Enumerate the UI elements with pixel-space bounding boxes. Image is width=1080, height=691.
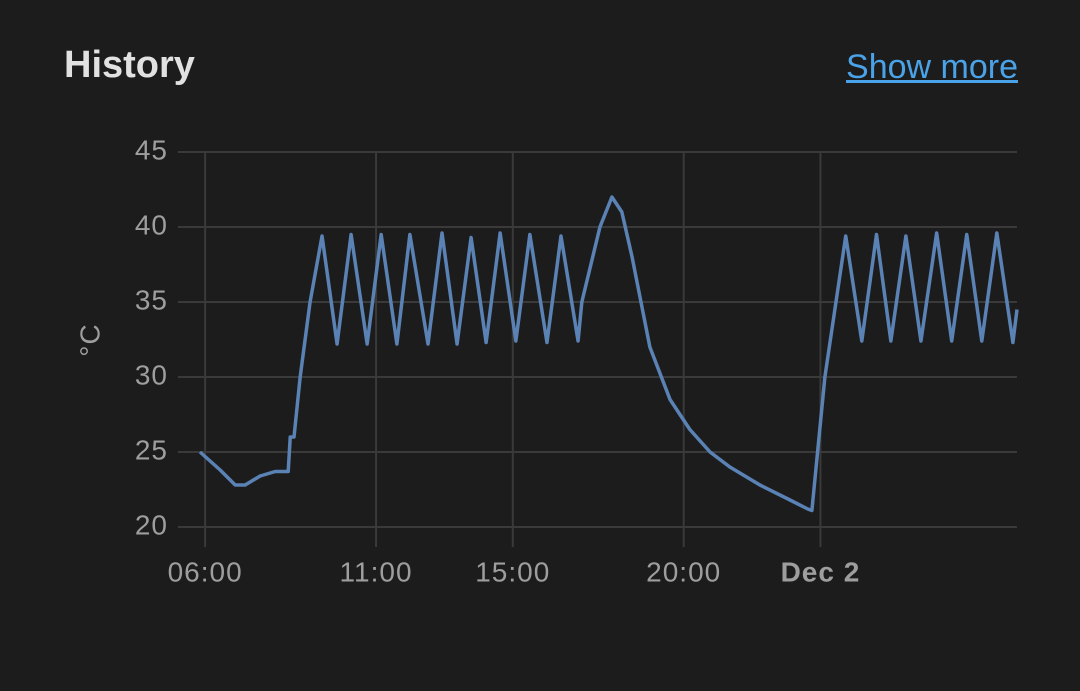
y-tick-label: 45 [135, 134, 168, 165]
y-tick-label: 40 [135, 209, 168, 240]
y-tick-label: 30 [135, 359, 168, 390]
card-title: History [64, 44, 195, 86]
x-tick-label: 06:00 [168, 556, 243, 587]
y-tick-label: 20 [135, 509, 168, 540]
x-tick-label: 15:00 [475, 556, 550, 587]
x-tick-label: 20:00 [646, 556, 721, 587]
x-tick-label: Dec 2 [781, 556, 861, 587]
show-more-link[interactable]: Show more [846, 48, 1018, 86]
y-tick-label: 25 [135, 434, 168, 465]
y-axis-label: °C [74, 323, 105, 356]
x-tick-label: 11:00 [340, 556, 413, 587]
line [198, 195, 1019, 513]
y-tick-label: 35 [135, 284, 168, 315]
